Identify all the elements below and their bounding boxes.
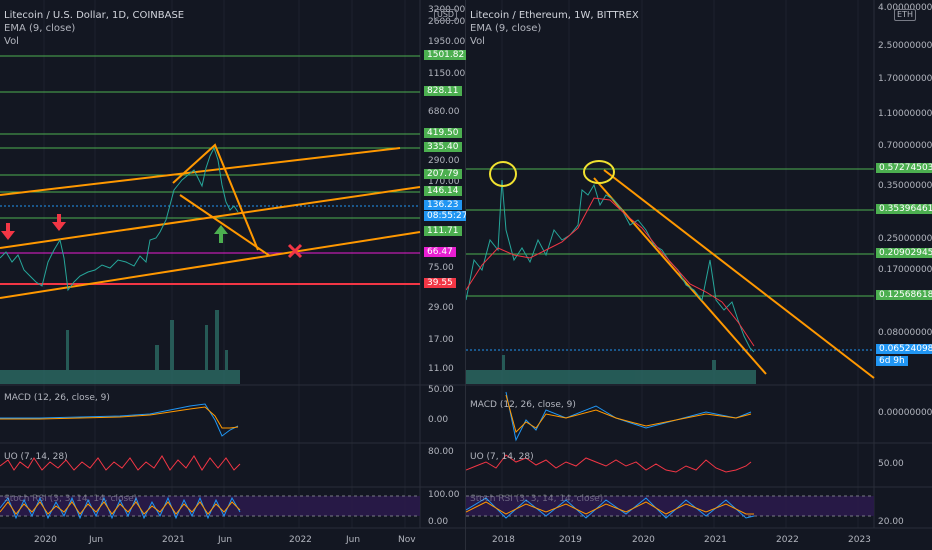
svg-text:Jun: Jun <box>217 535 232 545</box>
svg-text:1950.00: 1950.00 <box>428 37 465 47</box>
yellow-circle-icon <box>583 160 615 184</box>
svg-text:290.00: 290.00 <box>428 156 460 166</box>
svg-text:4.00000000: 4.00000000 <box>878 3 932 13</box>
left-time-axis: 2020 Jun 2021 Jun 2022 Jun Nov <box>34 535 416 545</box>
svg-text:Jun: Jun <box>88 535 103 545</box>
svg-text:0.70000000: 0.70000000 <box>878 141 932 151</box>
svg-text:11.00: 11.00 <box>428 364 454 374</box>
svg-text:2.50000000: 2.50000000 <box>878 41 932 51</box>
left-volume-bars <box>0 310 240 384</box>
currency-label[interactable]: USD <box>434 9 458 21</box>
countdown-tag: 08:55:27 <box>424 211 471 221</box>
price-tag: 0.35396461 <box>876 204 932 214</box>
red-x-icon <box>287 243 303 259</box>
price-tag: 419.50 <box>424 128 462 138</box>
svg-text:17.00: 17.00 <box>428 335 454 345</box>
right-legend: Litecoin / Ethereum, 1W, BITTREX EMA (9,… <box>470 9 639 48</box>
price-tag: 335.40 <box>424 142 462 152</box>
macd-label[interactable]: MACD (12, 26, close, 9) <box>470 400 576 410</box>
right-uo-line <box>466 454 752 473</box>
left-price-axis: 3200.00 2600.00 1950.00 1150.00 680.00 2… <box>428 5 465 527</box>
svg-text:2020: 2020 <box>632 535 655 545</box>
price-tag: 207.79 <box>424 169 462 179</box>
ema-label[interactable]: EMA (9, close) <box>4 23 76 34</box>
svg-text:3200.00: 3200.00 <box>428 5 465 15</box>
price-tag: 0.20902945 <box>876 248 932 258</box>
svg-text:50.00: 50.00 <box>878 459 904 469</box>
svg-text:2021: 2021 <box>704 535 727 545</box>
svg-text:680.00: 680.00 <box>428 107 460 117</box>
svg-text:0.00: 0.00 <box>428 517 448 527</box>
svg-text:Jun: Jun <box>345 535 360 545</box>
symbol-title[interactable]: Litecoin / U.S. Dollar, 1D, COINBASE <box>4 10 185 21</box>
green-up-arrow-icon <box>214 225 228 243</box>
left-price-series <box>0 146 239 292</box>
svg-text:2023: 2023 <box>848 535 871 545</box>
svg-text:2600.00: 2600.00 <box>428 17 465 27</box>
price-tag: 828.11 <box>424 86 462 96</box>
right-volume-bars <box>466 355 756 384</box>
svg-text:0.00000000: 0.00000000 <box>878 408 932 418</box>
svg-text:0.25000000: 0.25000000 <box>878 234 932 244</box>
uo-label[interactable]: UO (7, 14, 28) <box>4 452 68 462</box>
price-tag: 1501.82 <box>424 50 468 60</box>
left-uo-line <box>0 455 241 471</box>
svg-text:2021: 2021 <box>162 535 185 545</box>
svg-text:75.00: 75.00 <box>428 263 454 273</box>
svg-text:80.00: 80.00 <box>428 447 454 457</box>
svg-text:170.00: 170.00 <box>428 177 460 187</box>
svg-text:0.00: 0.00 <box>428 415 448 425</box>
yellow-circle-icon <box>489 161 517 187</box>
price-tag: 39.55 <box>424 278 456 288</box>
price-tag: 0.57274503 <box>876 163 932 173</box>
ema-label[interactable]: EMA (9, close) <box>470 23 542 34</box>
right-price-axis: 4.00000000 2.50000000 1.70000000 1.10000… <box>878 3 932 527</box>
svg-text:2018: 2018 <box>492 535 515 545</box>
red-down-arrow-icon <box>52 214 66 231</box>
svg-text:2020: 2020 <box>34 535 57 545</box>
price-tag: 0.12568618 <box>876 290 932 300</box>
right-ema-line <box>466 197 755 347</box>
currency-label[interactable]: ETH <box>894 9 916 21</box>
current-price-tag: 0.06524098 <box>876 344 932 354</box>
stoch-label[interactable]: Stoch RSI (3, 3, 14, 14, close) <box>470 494 604 504</box>
svg-text:0.35000000: 0.35000000 <box>878 181 932 191</box>
symbol-title[interactable]: Litecoin / Ethereum, 1W, BITTREX <box>470 10 639 21</box>
svg-text:Nov: Nov <box>398 535 416 545</box>
svg-text:1150.00: 1150.00 <box>428 69 465 79</box>
macd-label[interactable]: MACD (12, 26, close, 9) <box>4 393 110 403</box>
right-chart-pane[interactable]: 4.00000000 2.50000000 1.70000000 1.10000… <box>466 0 932 550</box>
right-price-series <box>466 179 755 353</box>
price-tag: 66.47 <box>424 247 456 257</box>
svg-text:2022: 2022 <box>776 535 799 545</box>
left-chart-canvas[interactable]: 3200.00 2600.00 1950.00 1150.00 680.00 2… <box>0 0 465 550</box>
right-time-axis: 2018 2019 2020 2021 2022 2023 <box>492 535 871 545</box>
vol-label[interactable]: Vol <box>470 36 485 47</box>
stoch-label[interactable]: Stoch RSI (3, 3, 14, 14, close) <box>4 494 138 504</box>
svg-text:29.00: 29.00 <box>428 303 454 313</box>
svg-text:2022: 2022 <box>289 535 312 545</box>
price-tag: 146.14 <box>424 186 462 196</box>
svg-text:50.00: 50.00 <box>428 385 454 395</box>
uo-label[interactable]: UO (7, 14, 28) <box>470 452 534 462</box>
svg-text:0.08000000: 0.08000000 <box>878 328 932 338</box>
svg-text:1.10000000: 1.10000000 <box>878 109 932 119</box>
right-chart-canvas[interactable]: 4.00000000 2.50000000 1.70000000 1.10000… <box>466 0 932 550</box>
price-tag: 111.71 <box>424 226 462 236</box>
svg-text:20.00: 20.00 <box>878 517 904 527</box>
current-price-tag: 136.23 <box>424 200 462 210</box>
left-legend: Litecoin / U.S. Dollar, 1D, COINBASE EMA… <box>4 9 184 48</box>
svg-text:0.17000000: 0.17000000 <box>878 265 932 275</box>
svg-text:100.00: 100.00 <box>428 490 460 500</box>
left-chart-pane[interactable]: 3200.00 2600.00 1950.00 1150.00 680.00 2… <box>0 0 471 550</box>
vol-label[interactable]: Vol <box>4 36 19 47</box>
svg-text:1.70000000: 1.70000000 <box>878 74 932 84</box>
countdown-tag: 6d 9h <box>876 356 908 366</box>
red-down-arrow-icon <box>1 223 15 240</box>
svg-text:2019: 2019 <box>559 535 582 545</box>
